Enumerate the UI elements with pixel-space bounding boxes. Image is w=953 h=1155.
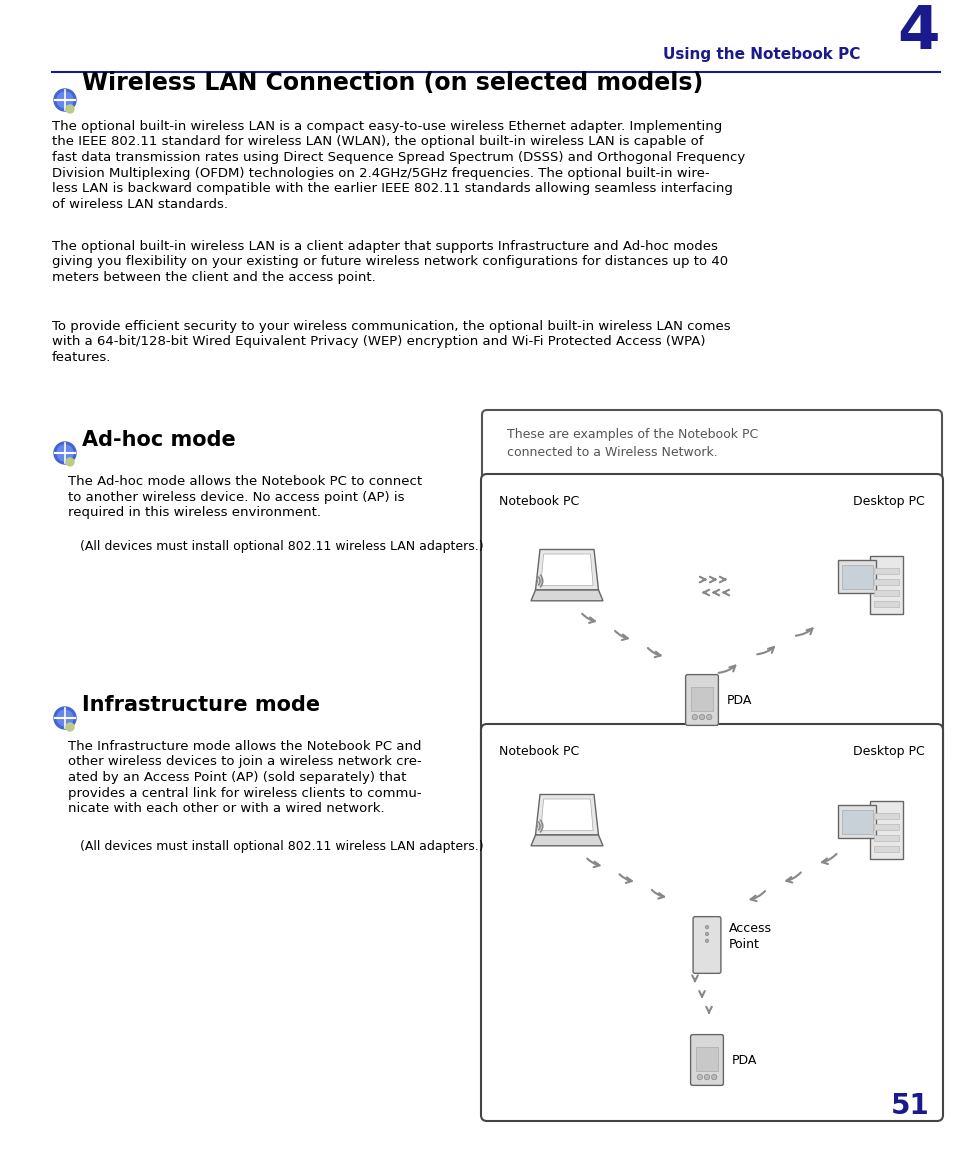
Circle shape [57, 445, 73, 461]
Bar [873, 601, 899, 608]
Bar [873, 590, 899, 596]
Text: with a 64-bit/128-bit Wired Equivalent Privacy (WEP) encryption and Wi-Fi Protec: with a 64-bit/128-bit Wired Equivalent P… [52, 335, 705, 349]
Circle shape [699, 715, 704, 720]
Polygon shape [531, 835, 602, 845]
Text: Using the Notebook PC: Using the Notebook PC [662, 47, 859, 62]
Text: To provide efficient security to your wireless communication, the optional built: To provide efficient security to your wi… [52, 320, 730, 333]
Text: giving you flexibility on your existing or future wireless network configuration: giving you flexibility on your existing … [52, 255, 727, 268]
Circle shape [54, 89, 76, 111]
Text: Infrastructure mode: Infrastructure mode [82, 695, 320, 715]
Bar [696, 1048, 717, 1071]
Text: (All devices must install optional 802.11 wireless LAN adapters.): (All devices must install optional 802.1… [68, 541, 483, 553]
Polygon shape [535, 550, 598, 590]
Text: The optional built-in wireless LAN is a client adapter that supports Infrastruct: The optional built-in wireless LAN is a … [52, 240, 717, 253]
Circle shape [66, 105, 74, 113]
Text: The optional built-in wireless LAN is a compact easy-to-use wireless Ethernet ad: The optional built-in wireless LAN is a … [52, 120, 721, 133]
Bar [873, 835, 899, 841]
Circle shape [691, 715, 697, 720]
Text: provides a central link for wireless clients to commu-: provides a central link for wireless cli… [68, 787, 421, 799]
Polygon shape [531, 590, 602, 601]
Text: The Ad-hoc mode allows the Notebook PC to connect: The Ad-hoc mode allows the Notebook PC t… [68, 475, 421, 489]
Bar [873, 847, 899, 852]
Text: features.: features. [52, 351, 112, 364]
Text: Notebook PC: Notebook PC [498, 745, 578, 758]
Polygon shape [540, 799, 593, 830]
Text: ated by an Access Point (AP) (sold separately) that: ated by an Access Point (AP) (sold separ… [68, 772, 406, 784]
Text: the IEEE 802.11 standard for wireless LAN (WLAN), the optional built-in wireless: the IEEE 802.11 standard for wireless LA… [52, 135, 702, 149]
Circle shape [57, 92, 73, 109]
Circle shape [704, 939, 708, 942]
Text: 51: 51 [890, 1091, 928, 1120]
Circle shape [66, 723, 74, 731]
Circle shape [706, 715, 711, 720]
Text: PDA: PDA [726, 693, 752, 707]
Bar [873, 824, 899, 830]
FancyBboxPatch shape [480, 474, 942, 766]
Bar [869, 802, 902, 859]
Bar [869, 556, 902, 614]
Polygon shape [535, 795, 598, 835]
Bar [838, 805, 876, 837]
Circle shape [54, 442, 76, 464]
Text: Access
Point: Access Point [728, 923, 771, 952]
Circle shape [697, 1074, 701, 1080]
Text: 4: 4 [897, 3, 939, 62]
Circle shape [703, 1074, 709, 1080]
Circle shape [57, 710, 73, 726]
Text: meters between the client and the access point.: meters between the client and the access… [52, 271, 375, 284]
Text: Desktop PC: Desktop PC [852, 495, 924, 508]
FancyBboxPatch shape [480, 724, 942, 1122]
Bar [841, 811, 872, 834]
Bar [838, 560, 876, 593]
FancyBboxPatch shape [690, 1035, 722, 1086]
Polygon shape [540, 554, 593, 586]
FancyBboxPatch shape [481, 410, 941, 482]
Text: to another wireless device. No access point (AP) is: to another wireless device. No access po… [68, 491, 404, 504]
Text: The Infrastructure mode allows the Notebook PC and: The Infrastructure mode allows the Noteb… [68, 740, 421, 753]
Text: other wireless devices to join a wireless network cre-: other wireless devices to join a wireles… [68, 755, 421, 768]
FancyBboxPatch shape [685, 675, 718, 725]
Circle shape [704, 932, 708, 936]
Text: Notebook PC: Notebook PC [498, 495, 578, 508]
Text: required in this wireless environment.: required in this wireless environment. [68, 506, 320, 519]
Bar [841, 566, 872, 589]
Circle shape [711, 1074, 716, 1080]
Text: Wireless LAN Connection (on selected models): Wireless LAN Connection (on selected mod… [82, 70, 702, 95]
Bar [691, 687, 712, 710]
Text: These are examples of the Notebook PC
connected to a Wireless Network.: These are examples of the Notebook PC co… [506, 429, 758, 459]
Bar [873, 579, 899, 584]
Text: PDA: PDA [731, 1053, 757, 1066]
Text: Ad-hoc mode: Ad-hoc mode [82, 430, 235, 450]
Circle shape [54, 707, 76, 729]
Bar [873, 568, 899, 574]
Text: nicate with each other or with a wired network.: nicate with each other or with a wired n… [68, 802, 384, 815]
Circle shape [704, 925, 708, 929]
Bar [873, 813, 899, 819]
Text: Desktop PC: Desktop PC [852, 745, 924, 758]
Text: less LAN is backward compatible with the earlier IEEE 802.11 standards allowing : less LAN is backward compatible with the… [52, 182, 732, 195]
Text: fast data transmission rates using Direct Sequence Spread Spectrum (DSSS) and Or: fast data transmission rates using Direc… [52, 151, 744, 164]
Circle shape [66, 459, 74, 465]
FancyBboxPatch shape [693, 917, 720, 974]
Text: Division Multiplexing (OFDM) technologies on 2.4GHz/5GHz frequencies. The option: Division Multiplexing (OFDM) technologie… [52, 166, 709, 179]
Text: (All devices must install optional 802.11 wireless LAN adapters.): (All devices must install optional 802.1… [68, 840, 483, 854]
Text: of wireless LAN standards.: of wireless LAN standards. [52, 198, 228, 210]
